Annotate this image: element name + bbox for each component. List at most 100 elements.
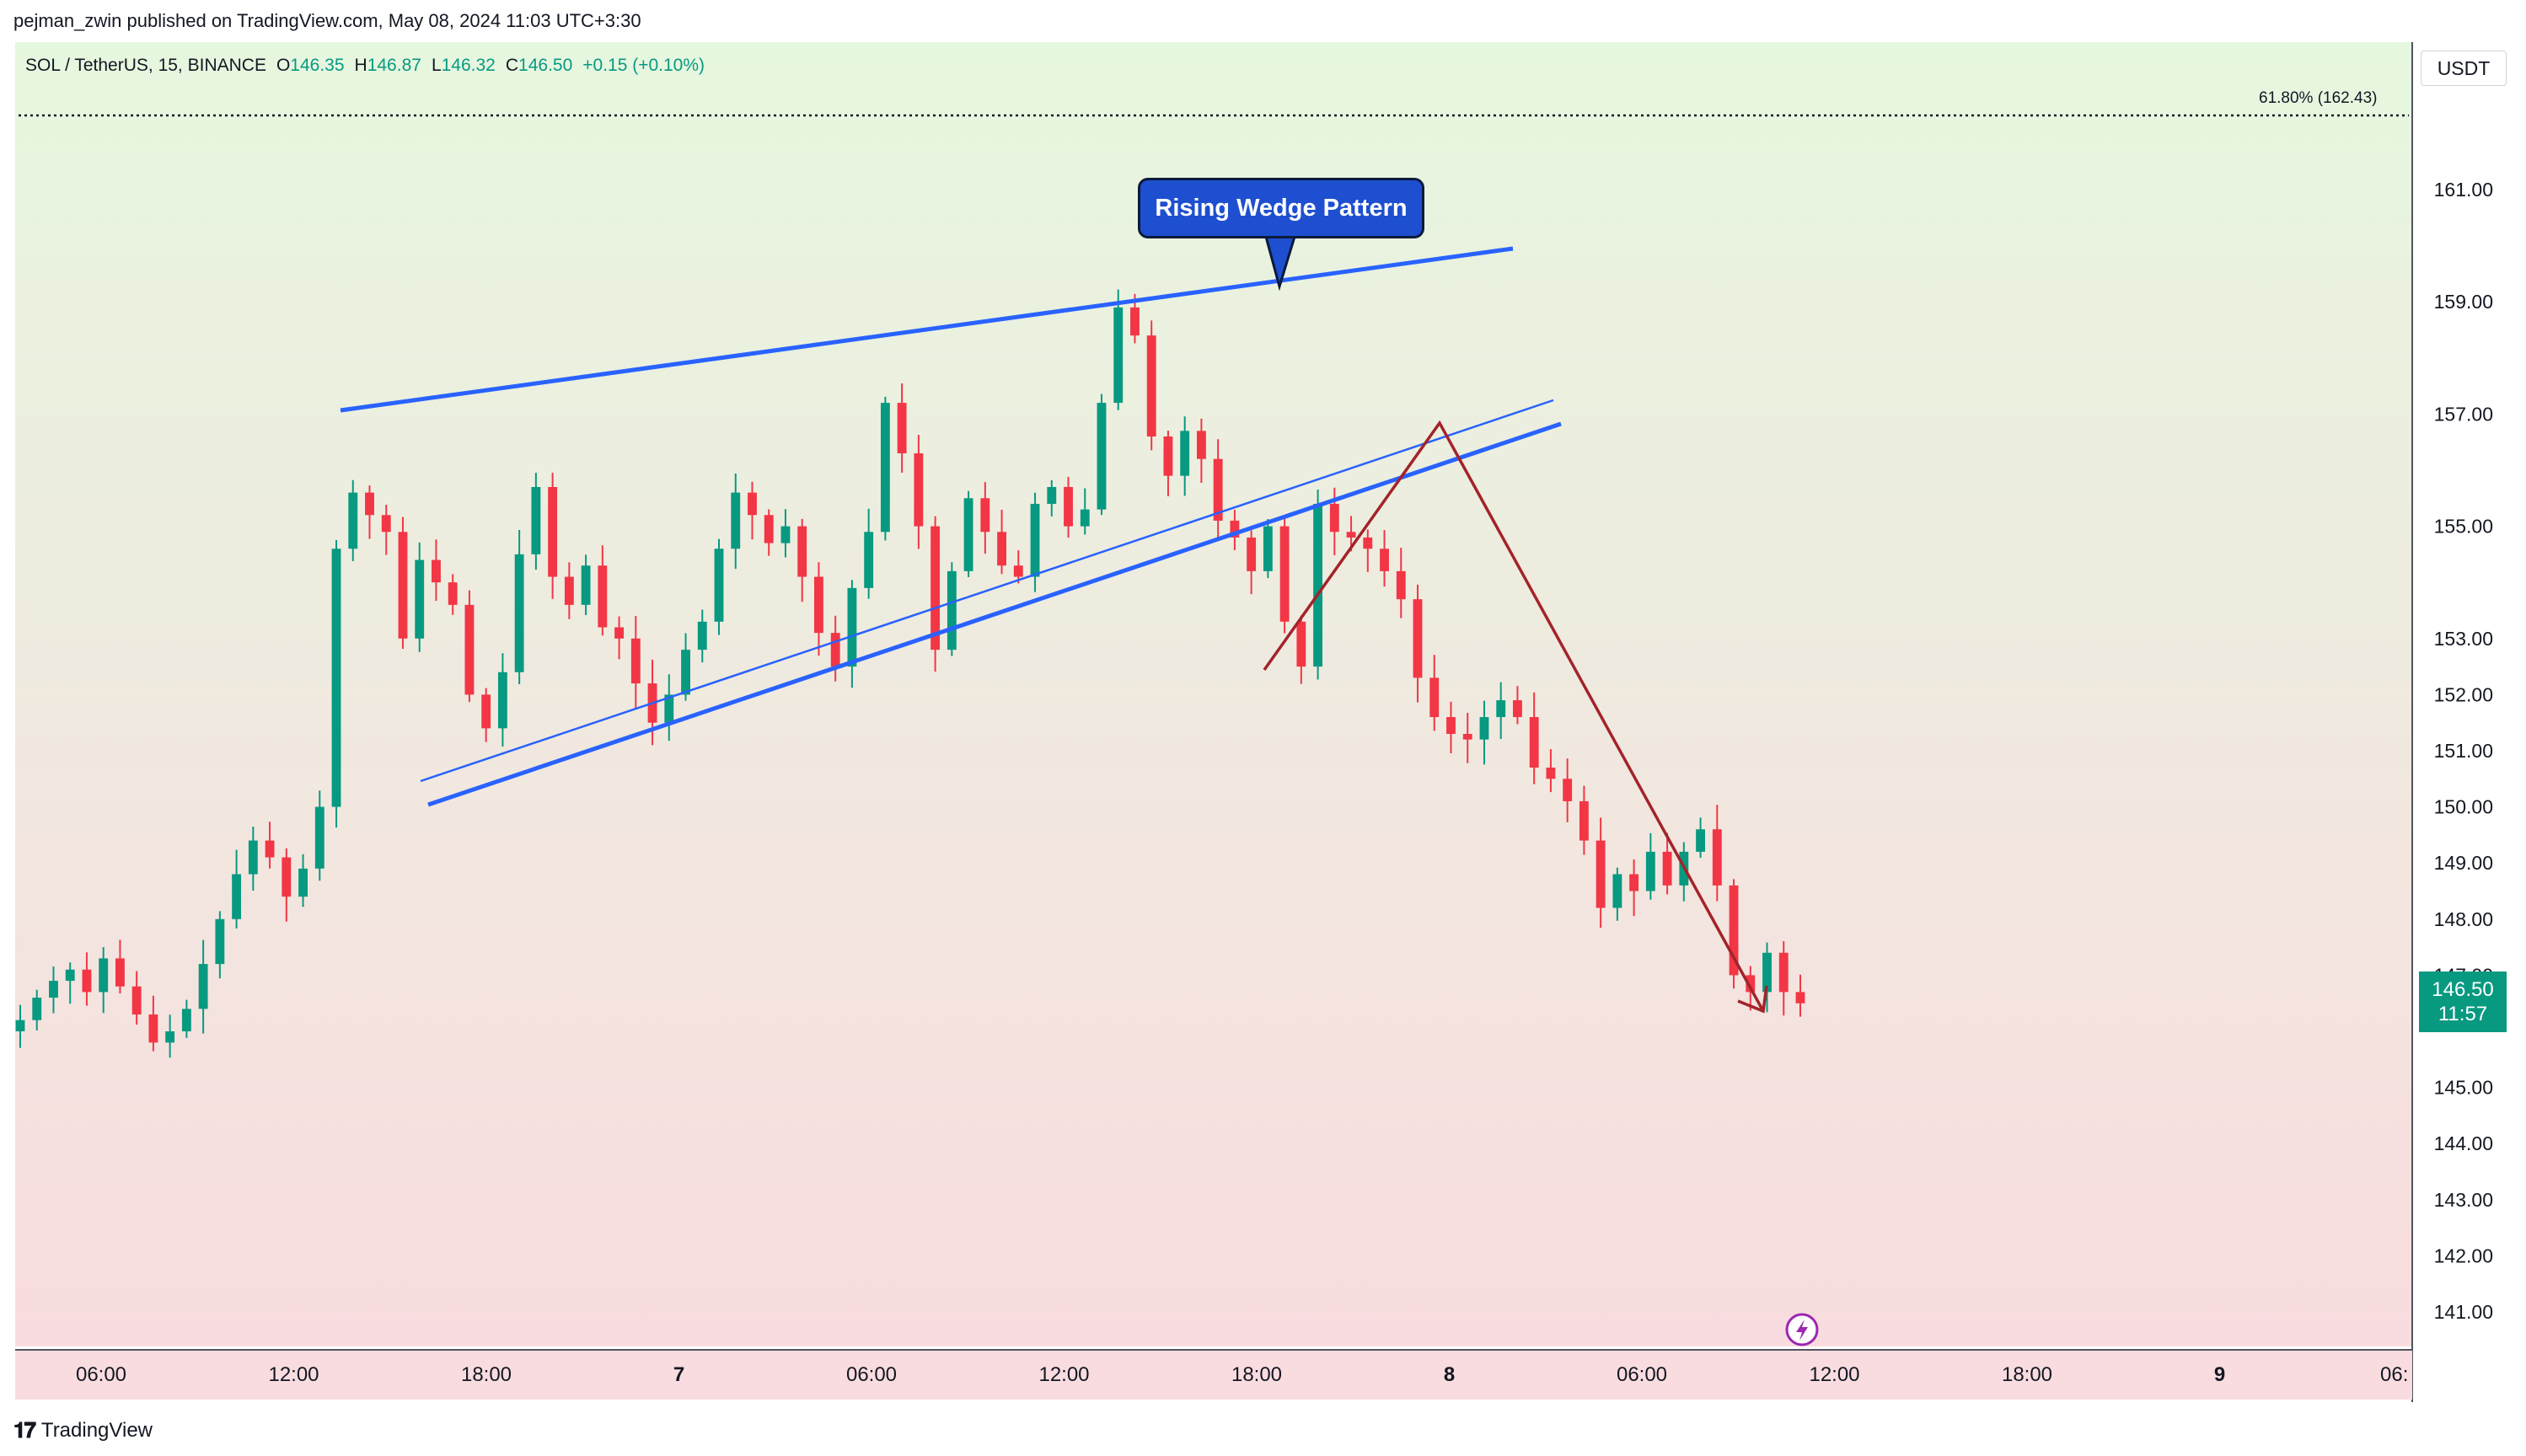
footer-bar: [0, 1402, 2526, 1456]
candle-105: [1762, 942, 1772, 1013]
wedge-lower-thin-line: [420, 399, 1554, 783]
candle-12: [215, 911, 225, 979]
candle-39: [664, 674, 674, 741]
time-tick-12: 06:: [2380, 1363, 2408, 1386]
candle-6: [115, 939, 125, 994]
price-tick-5: 152.00: [2434, 683, 2493, 705]
candle-21: [365, 485, 374, 539]
candle-63: [1064, 476, 1073, 538]
time-tick-4: 06:00: [846, 1363, 897, 1386]
candle-65: [1097, 393, 1107, 516]
candle-93: [1563, 758, 1573, 822]
legend-close-value: 146.50: [518, 56, 573, 75]
candle-23: [398, 517, 408, 649]
candle-71: [1196, 418, 1206, 484]
price-tick-0: 161.00: [2434, 179, 2493, 201]
candle-33: [564, 562, 574, 619]
candle-91: [1529, 692, 1539, 784]
candle-35: [598, 545, 608, 636]
candle-32: [548, 473, 558, 599]
price-tick-7: 150.00: [2434, 796, 2493, 818]
candle-49: [830, 615, 840, 682]
candle-42: [714, 538, 724, 635]
candle-101: [1696, 817, 1705, 859]
candle-106: [1778, 940, 1789, 1016]
candle-99: [1662, 832, 1672, 895]
candle-69: [1163, 431, 1173, 496]
bolt-icon[interactable]: [1785, 1313, 1819, 1346]
price-tick-6: 151.00: [2434, 740, 2493, 762]
time-tick-2: 18:00: [461, 1363, 512, 1386]
price-tick-1: 159.00: [2434, 291, 2493, 313]
price-tick-8: 149.00: [2434, 852, 2493, 874]
candle-24: [415, 542, 425, 652]
candle-107: [1795, 974, 1805, 1017]
candle-52: [880, 396, 890, 541]
candle-4: [82, 952, 92, 1006]
candle-83: [1396, 548, 1406, 618]
candle-89: [1496, 682, 1506, 740]
price-tick-15: 141.00: [2434, 1301, 2493, 1323]
tradingview-brand[interactable]: 𝟏𝟕 TradingView: [13, 1417, 153, 1444]
legend-low-label: L: [431, 56, 442, 75]
candle-31: [531, 473, 541, 570]
time-tick-6: 18:00: [1231, 1363, 1282, 1386]
candle-30: [514, 529, 524, 684]
candle-103: [1729, 879, 1739, 989]
candle-62: [1047, 479, 1057, 517]
tradingview-brand-label: TradingView: [40, 1419, 153, 1442]
candle-36: [614, 616, 625, 660]
candle-13: [232, 849, 242, 929]
zigzag-arrowhead: [1737, 985, 1768, 1014]
candle-97: [1629, 859, 1639, 917]
candle-41: [697, 609, 707, 663]
legend-change: +0.15 (+0.10%): [582, 56, 705, 75]
candle-11: [198, 939, 208, 1034]
price-axis-labels: 161.00 159.00 157.00 155.00 153.00 152.00 151.…: [2434, 179, 2493, 1323]
candle-28: [481, 688, 491, 742]
wedge-callout[interactable]: Rising Wedge Pattern: [1138, 178, 1424, 238]
legend-open-label: O: [276, 56, 291, 75]
candle-84: [1413, 584, 1423, 703]
candle-74: [1247, 530, 1257, 595]
candle-102: [1712, 805, 1722, 902]
time-axis-background: [15, 1351, 2412, 1400]
candle-7: [131, 971, 142, 1025]
candle-27: [464, 590, 475, 703]
candle-53: [897, 383, 907, 473]
price-tick-4: 153.00: [2434, 628, 2493, 650]
candle-75: [1263, 519, 1273, 579]
candle-26: [448, 574, 458, 615]
legend-high-value: 146.87: [367, 56, 421, 75]
last-price-badge: 146.50 11:57: [2419, 972, 2507, 1032]
candle-60: [1013, 550, 1023, 584]
bar-countdown: 11:57: [2438, 1003, 2488, 1025]
candle-45: [764, 509, 774, 556]
candle-64: [1080, 488, 1090, 535]
candle-55: [930, 516, 941, 672]
candle-85: [1429, 655, 1440, 731]
ohlc-legend: SOL / TetherUS, 15, BINANCE O 146.35 H 1…: [25, 56, 705, 76]
candle-51: [864, 508, 874, 599]
candle-82: [1380, 530, 1389, 587]
candle-44: [748, 481, 757, 540]
candle-29: [497, 653, 507, 747]
candle-77: [1296, 615, 1306, 684]
time-tick-1: 12:00: [268, 1363, 319, 1386]
legend-symbol: SOL / TetherUS, 15, BINANCE: [25, 56, 266, 75]
legend-close-label: C: [505, 56, 519, 75]
zigzag-path: [1263, 420, 1765, 1012]
price-tick-12: 144.00: [2434, 1132, 2493, 1154]
candle-37: [630, 616, 641, 709]
currency-selector[interactable]: USDT: [2421, 51, 2507, 86]
candle-88: [1479, 700, 1489, 765]
candle-18: [314, 790, 324, 881]
candle-9: [165, 1014, 175, 1058]
chart-background: [15, 42, 2412, 1346]
price-tick-9: 148.00: [2434, 908, 2493, 930]
candle-16: [282, 848, 292, 922]
tradingview-logo-icon: 𝟏𝟕: [13, 1417, 36, 1443]
candle-10: [181, 999, 191, 1038]
candle-20: [348, 479, 358, 562]
